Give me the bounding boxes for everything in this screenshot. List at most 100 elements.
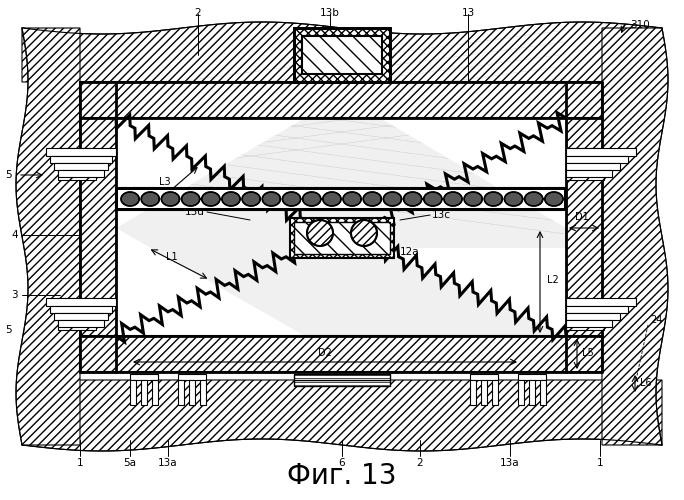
Text: 5a: 5a xyxy=(124,458,137,468)
Polygon shape xyxy=(424,192,442,206)
Polygon shape xyxy=(444,192,462,206)
Text: 310: 310 xyxy=(630,20,650,30)
Bar xyxy=(294,28,390,82)
Text: 2: 2 xyxy=(417,458,423,468)
Polygon shape xyxy=(464,192,482,206)
Polygon shape xyxy=(116,118,566,336)
Polygon shape xyxy=(202,192,220,206)
Polygon shape xyxy=(505,192,523,206)
Text: 24: 24 xyxy=(650,315,662,325)
Bar xyxy=(54,163,108,170)
Text: 13d: 13d xyxy=(185,207,205,217)
Polygon shape xyxy=(116,118,305,228)
Bar xyxy=(302,36,382,74)
Text: 2: 2 xyxy=(195,8,201,18)
Text: 1: 1 xyxy=(77,458,83,468)
Polygon shape xyxy=(182,192,200,206)
Bar xyxy=(518,380,523,405)
Bar xyxy=(290,218,394,258)
Text: 5: 5 xyxy=(5,170,12,180)
Bar xyxy=(566,148,636,156)
Bar xyxy=(58,148,96,180)
Polygon shape xyxy=(116,228,305,336)
Bar xyxy=(178,380,183,405)
Polygon shape xyxy=(282,192,301,206)
Text: D2: D2 xyxy=(318,348,332,358)
Bar xyxy=(294,374,390,386)
Bar xyxy=(566,298,604,330)
Polygon shape xyxy=(323,192,341,206)
Bar xyxy=(566,156,628,163)
Bar xyxy=(58,298,96,330)
Bar xyxy=(130,374,158,380)
Bar xyxy=(118,190,564,208)
Text: L6: L6 xyxy=(640,378,652,388)
Polygon shape xyxy=(484,192,503,206)
Polygon shape xyxy=(22,380,662,451)
Text: 13: 13 xyxy=(462,8,475,18)
Text: 1: 1 xyxy=(596,458,603,468)
Bar xyxy=(492,380,498,405)
Circle shape xyxy=(307,220,333,246)
Bar xyxy=(116,188,566,210)
Polygon shape xyxy=(384,192,402,206)
Bar xyxy=(141,380,147,405)
Bar xyxy=(566,320,612,327)
Bar xyxy=(58,320,104,327)
Bar xyxy=(50,156,112,163)
Polygon shape xyxy=(16,28,80,445)
Text: D1: D1 xyxy=(575,212,589,222)
Bar xyxy=(200,380,206,405)
Bar xyxy=(482,380,487,405)
Bar xyxy=(178,374,206,380)
Bar xyxy=(566,163,620,170)
Bar xyxy=(518,374,546,380)
Bar xyxy=(470,374,498,380)
Bar xyxy=(566,148,604,180)
Polygon shape xyxy=(303,192,321,206)
Bar xyxy=(80,82,602,118)
Text: 13b: 13b xyxy=(320,8,340,18)
Bar xyxy=(566,298,636,306)
Bar xyxy=(540,380,546,405)
Bar xyxy=(130,380,135,405)
Polygon shape xyxy=(343,192,361,206)
Bar xyxy=(46,148,116,156)
Bar xyxy=(566,313,620,320)
Bar xyxy=(470,380,475,405)
Text: 12a: 12a xyxy=(400,247,419,257)
Bar xyxy=(529,380,535,405)
Polygon shape xyxy=(602,28,668,445)
Polygon shape xyxy=(242,192,261,206)
Bar xyxy=(58,170,104,177)
Polygon shape xyxy=(404,192,422,206)
Polygon shape xyxy=(545,192,563,206)
Polygon shape xyxy=(363,192,382,206)
Text: 13a: 13a xyxy=(158,458,178,468)
Bar xyxy=(80,336,602,372)
Text: 6: 6 xyxy=(339,458,345,468)
Text: L1: L1 xyxy=(166,252,178,262)
Text: 4: 4 xyxy=(12,230,18,240)
Text: L3: L3 xyxy=(159,177,171,187)
Polygon shape xyxy=(380,118,566,228)
Text: L5: L5 xyxy=(582,348,594,358)
Text: 13c: 13c xyxy=(432,210,451,220)
Bar xyxy=(294,222,390,254)
Polygon shape xyxy=(222,192,240,206)
Bar xyxy=(46,298,116,306)
Text: L2: L2 xyxy=(547,275,559,285)
Bar xyxy=(189,380,195,405)
Polygon shape xyxy=(121,192,139,206)
Polygon shape xyxy=(161,192,179,206)
Circle shape xyxy=(351,220,377,246)
Text: 13a: 13a xyxy=(500,458,520,468)
Polygon shape xyxy=(380,248,566,336)
Polygon shape xyxy=(525,192,543,206)
Bar xyxy=(566,306,628,313)
Bar xyxy=(566,170,612,177)
Polygon shape xyxy=(141,192,159,206)
Bar xyxy=(566,82,602,372)
Bar xyxy=(80,82,116,372)
Bar xyxy=(50,306,112,313)
